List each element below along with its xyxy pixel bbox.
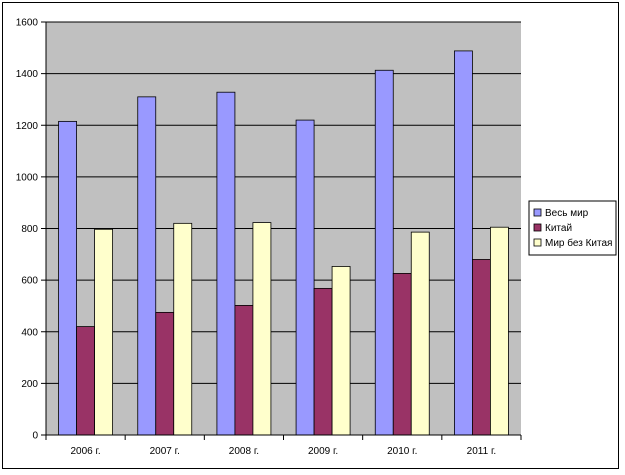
legend-label: Весь мир (545, 208, 589, 219)
bar-2-3 (234, 305, 254, 436)
y-tick-label: 1200 (16, 121, 39, 132)
y-tick-label: 800 (21, 224, 38, 235)
bar-3-3 (252, 222, 272, 436)
legend-swatch (533, 238, 542, 247)
bar-2-4 (313, 287, 333, 436)
y-tick-labels: 0 200 400 600 800 1000 1200 1400 1600 (16, 18, 39, 442)
y-tick-label: 0 (32, 431, 38, 442)
x-tick-labels: 2006 г. 2007 г. 2008 г. 2009 г. 2010 г. 2011 … (70, 446, 496, 457)
axes (45, 22, 522, 440)
x-tick-label: 2007 г. (150, 446, 180, 457)
legend-box (528, 200, 617, 256)
legend-swatch (533, 208, 542, 217)
legend: Весь мир Китай Мир без Китая (528, 200, 617, 256)
bar-2-2 (155, 311, 175, 436)
bar-3-6 (490, 226, 509, 436)
y-tick-label: 1000 (16, 172, 39, 183)
legend-swatch (533, 223, 542, 232)
bar-1-2 (137, 96, 157, 436)
bar-1-1 (58, 120, 77, 436)
bar-2-1 (76, 326, 95, 436)
y-tick-label: 1400 (16, 69, 39, 80)
bar-3-1 (94, 228, 113, 436)
bar-3-2 (173, 222, 193, 436)
y-tick-label: 600 (21, 276, 38, 287)
y-tick-label: 200 (21, 379, 38, 390)
x-tick-label: 2009 г. (308, 446, 338, 457)
bars (58, 50, 509, 436)
x-tick-label: 2006 г. (70, 446, 100, 457)
bar-3-4 (331, 266, 351, 436)
bar-1-6 (454, 50, 473, 436)
bar-1-5 (374, 69, 394, 436)
grid-lines (41, 21, 521, 436)
bar-2-6 (472, 259, 491, 436)
y-tick-label: 1600 (16, 18, 39, 29)
bar-1-4 (295, 119, 315, 436)
bar-1-3 (216, 91, 236, 436)
y-tick-label: 400 (21, 327, 38, 338)
legend-label: Мир без Китая (545, 237, 612, 249)
bar-2-5 (392, 273, 412, 436)
x-tick-label: 2008 г. (229, 446, 259, 457)
legend-label: Китай (545, 223, 572, 234)
x-tick-label: 2010 г. (387, 446, 417, 457)
bar-3-5 (410, 231, 430, 436)
x-tick-label: 2011 г. (467, 446, 497, 457)
